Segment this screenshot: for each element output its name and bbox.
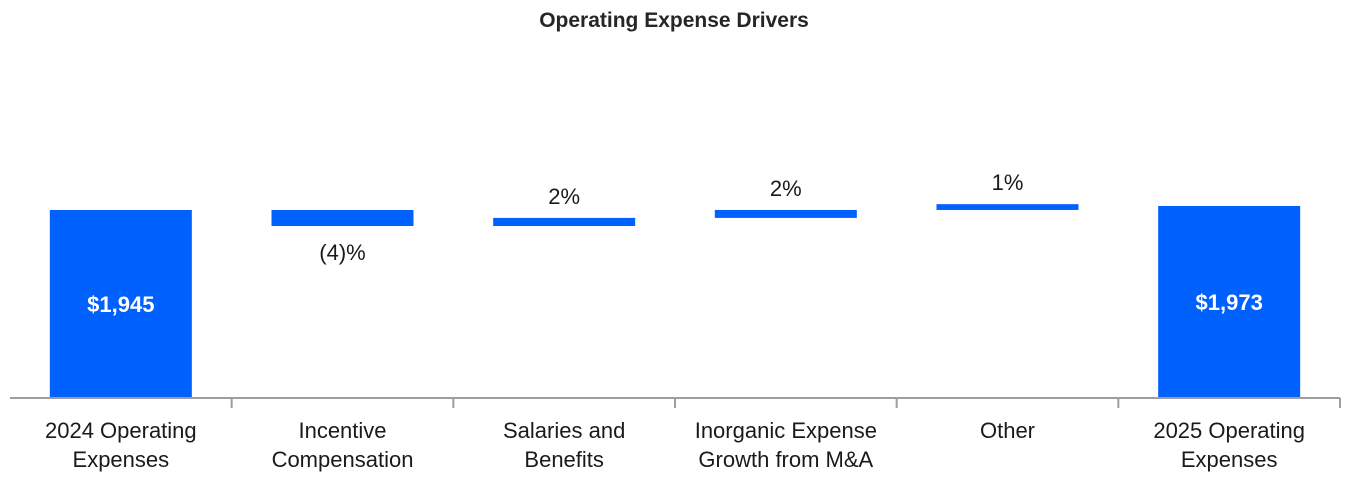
bar-2 bbox=[271, 210, 414, 226]
bar-3 bbox=[493, 217, 636, 226]
category-label-6: 2025 Operating Expenses bbox=[1153, 418, 1305, 472]
bar-5 bbox=[936, 204, 1079, 210]
value-label-3: 2% bbox=[548, 184, 580, 209]
category-label-1: 2024 Operating Expenses bbox=[45, 418, 197, 472]
category-labels-group: 2024 Operating Expenses Incentive Compensat… bbox=[45, 418, 1305, 472]
value-label-5: 1% bbox=[992, 170, 1024, 195]
category-label-4: Inorganic Expense Growth from M&A bbox=[695, 418, 877, 472]
bar-6 bbox=[1158, 206, 1301, 398]
value-labels-group: $1,945 (4)% 2% 2% 1% $1,973 bbox=[87, 170, 1263, 317]
bar-1 bbox=[49, 210, 192, 398]
category-label-3: Salaries and Benefits bbox=[503, 418, 625, 472]
value-label-2: (4)% bbox=[319, 240, 365, 265]
value-label-6: $1,973 bbox=[1196, 290, 1263, 315]
x-axis bbox=[10, 397, 1341, 408]
chart-title: Operating Expense Drivers bbox=[539, 9, 809, 32]
category-label-5: Other bbox=[980, 418, 1035, 443]
category-label-2: Incentive Compensation bbox=[272, 418, 414, 472]
value-label-1: $1,945 bbox=[87, 292, 154, 317]
bars-group bbox=[49, 204, 1301, 398]
bar-4 bbox=[714, 209, 857, 218]
value-label-4: 2% bbox=[770, 176, 802, 201]
